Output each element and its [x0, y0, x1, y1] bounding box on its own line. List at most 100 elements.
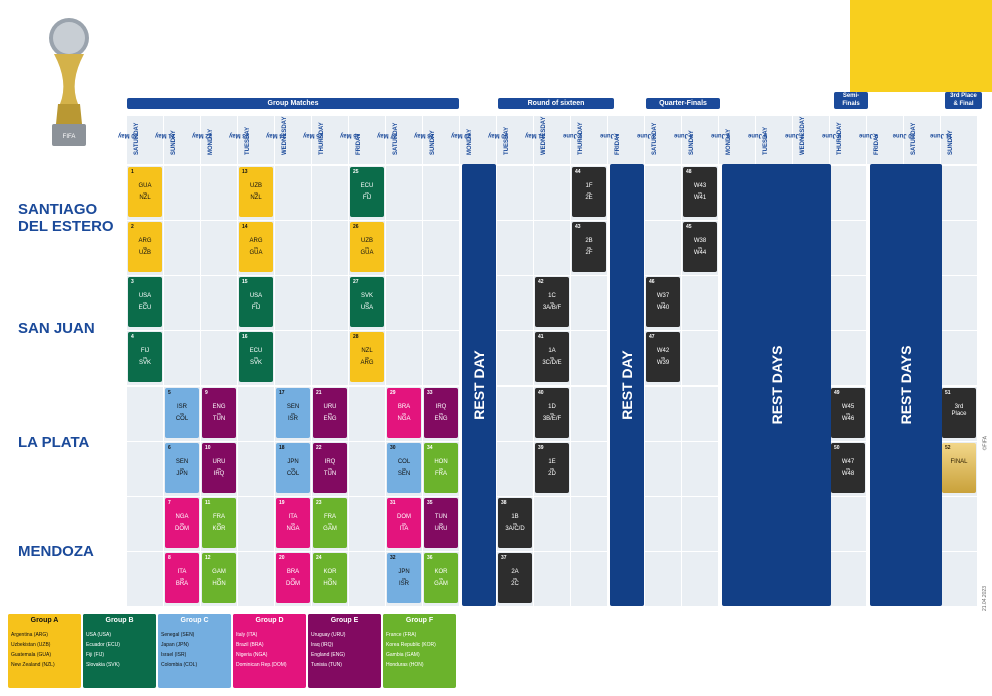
- match-card[interactable]: 46 W37 vs W40: [646, 277, 680, 327]
- vs-label: vs: [328, 411, 332, 416]
- day-label: TUESDAY 30 May: [488, 127, 511, 155]
- match-card[interactable]: 12 GAM vs HON: [202, 553, 236, 603]
- team-away: FRA: [435, 471, 447, 477]
- match-teams: UZB vs NZL: [239, 183, 273, 202]
- match-card[interactable]: 18 JPN vs COL: [276, 443, 310, 493]
- team-away: UZB: [139, 250, 151, 256]
- match-card[interactable]: 5 ISR vs COL: [165, 388, 199, 438]
- match-card[interactable]: 47 W42 vs W39: [646, 332, 680, 382]
- match-card[interactable]: 7 NGA vs DOM: [165, 498, 199, 548]
- match-card[interactable]: 15 USA vs FIJ: [239, 277, 273, 327]
- match-card[interactable]: 2 ARG vs UZB: [128, 222, 162, 272]
- grid-cell: [164, 221, 200, 275]
- match-card[interactable]: 16 ECU vs SVK: [239, 332, 273, 382]
- legend-teams: USA (USA) Ecuador (ECU) Fiji (FIJ) Slovakia…: [83, 628, 156, 688]
- vs-label: vs: [217, 466, 221, 471]
- match-card[interactable]: 51 3rd Place: [942, 388, 976, 438]
- grid-cell: [941, 166, 977, 220]
- match-number: 46: [649, 279, 655, 285]
- match-card[interactable]: 28 NZL vs ARG: [350, 332, 384, 382]
- vs-label: vs: [698, 245, 702, 250]
- team-away: TUN: [323, 471, 337, 477]
- match-card[interactable]: 49 W45 vs W46: [831, 388, 865, 438]
- day-date: 29 May: [450, 132, 471, 138]
- match-card[interactable]: 19 ITA vs NGA: [276, 498, 310, 548]
- legend-team: Fiji (FIJ): [86, 652, 105, 658]
- match-card[interactable]: 23 FRA vs GAM: [313, 498, 347, 548]
- team-away: Place: [951, 411, 967, 417]
- match-number: 28: [353, 334, 359, 340]
- match-card[interactable]: 44 1F vs 2E: [572, 167, 606, 217]
- match-card[interactable]: 24 KOR vs HON: [313, 553, 347, 603]
- match-teams: 1A vs 3C/D/E: [535, 348, 569, 367]
- match-number: 36: [427, 555, 433, 561]
- vs-label: vs: [698, 190, 702, 195]
- match-card[interactable]: 22 IRQ vs TUN: [313, 443, 347, 493]
- match-card[interactable]: 9 ENG vs TUN: [202, 388, 236, 438]
- match-card[interactable]: 1 GUA vs NZL: [128, 167, 162, 217]
- match-number: 31: [390, 500, 396, 506]
- match-card[interactable]: 8 ITA vs BRA: [165, 553, 199, 603]
- day-date: 25 May: [302, 132, 323, 138]
- vs-label: vs: [143, 300, 147, 305]
- day-label: MONDAY 29 May: [451, 129, 474, 155]
- match-card[interactable]: 6 SEN vs JPN: [165, 443, 199, 493]
- match-card[interactable]: 50 W47 vs W48: [831, 443, 865, 493]
- grid-cell: [238, 552, 274, 606]
- match-card[interactable]: 29 BRA vs NGA: [387, 388, 421, 438]
- match-card[interactable]: 13 UZB vs NZL: [239, 167, 273, 217]
- match-card[interactable]: 31 DOM vs ITA: [387, 498, 421, 548]
- match-card[interactable]: 40 1D vs 3B/E/F: [535, 388, 569, 438]
- day-name: THURSDAY: [837, 122, 843, 155]
- match-card[interactable]: 45 W38 vs W44: [683, 222, 717, 272]
- match-card[interactable]: 52 FINAL: [942, 443, 976, 493]
- team-home: BRA: [397, 404, 411, 410]
- legend-teams: Uruguay (URU) Iraq (IRQ) England (ENG) Tuni…: [308, 628, 381, 688]
- match-card[interactable]: 17 SEN vs ISR: [276, 388, 310, 438]
- team-away: NGA: [397, 416, 411, 422]
- team-home: SEN: [175, 459, 189, 465]
- vs-label: vs: [180, 521, 184, 526]
- day-date: 30 May: [487, 132, 508, 138]
- day-header: MONDAY 22 May: [192, 116, 237, 164]
- match-teams: FINAL: [942, 459, 976, 466]
- match-card[interactable]: 36 KOR vs GAM: [424, 553, 458, 603]
- match-card[interactable]: 43 2B vs 2F: [572, 222, 606, 272]
- grid-cell: [941, 221, 977, 275]
- match-number: 11: [205, 500, 211, 506]
- match-card[interactable]: 33 IRQ vs ENG: [424, 388, 458, 438]
- match-card[interactable]: 38 1B vs 3A/C/D: [498, 498, 532, 548]
- match-card[interactable]: 35 TUN vs URU: [424, 498, 458, 548]
- rest-days-9-10-june: REST DAYS: [870, 164, 942, 606]
- match-card[interactable]: 20 BRA vs DOM: [276, 553, 310, 603]
- match-card[interactable]: 14 ARG vs GUA: [239, 222, 273, 272]
- match-teams: JPN vs ISR: [387, 569, 421, 588]
- day-header: SATURDAY 20 May: [118, 116, 163, 164]
- match-card[interactable]: 48 W43 vs W41: [683, 167, 717, 217]
- grid-cell: [164, 166, 200, 220]
- day-label: SUNDAY 28 May: [414, 130, 437, 155]
- match-card[interactable]: 42 1C vs 3A/B/F: [535, 277, 569, 327]
- match-card[interactable]: 41 1A vs 3C/D/E: [535, 332, 569, 382]
- match-card[interactable]: 4 FIJ vs SVK: [128, 332, 162, 382]
- match-card[interactable]: 27 SVK vs USA: [350, 277, 384, 327]
- grid-cell: [571, 276, 607, 330]
- match-card[interactable]: 21 URU vs ENG: [313, 388, 347, 438]
- match-card[interactable]: 32 JPN vs ISR: [387, 553, 421, 603]
- match-card[interactable]: 37 2A vs 2C: [498, 553, 532, 603]
- match-card[interactable]: 34 HON vs FRA: [424, 443, 458, 493]
- team-away: SEN: [397, 471, 411, 477]
- match-card[interactable]: 11 FRA vs KOR: [202, 498, 236, 548]
- match-number: 5: [168, 390, 171, 396]
- grid-cell: [386, 166, 422, 220]
- team-away: W41: [693, 195, 707, 201]
- match-card[interactable]: 25 ECU vs FIJ: [350, 167, 384, 217]
- match-card[interactable]: 30 COL vs SEN: [387, 443, 421, 493]
- match-teams: URU vs IRQ: [202, 459, 236, 478]
- match-card[interactable]: 39 1E vs 2D: [535, 443, 569, 493]
- match-card[interactable]: 10 URU vs IRQ: [202, 443, 236, 493]
- day-date: 21 May: [154, 132, 175, 138]
- match-card[interactable]: 26 UZB vs GUA: [350, 222, 384, 272]
- team-home: 2A: [511, 569, 519, 575]
- match-card[interactable]: 3 USA vs ECU: [128, 277, 162, 327]
